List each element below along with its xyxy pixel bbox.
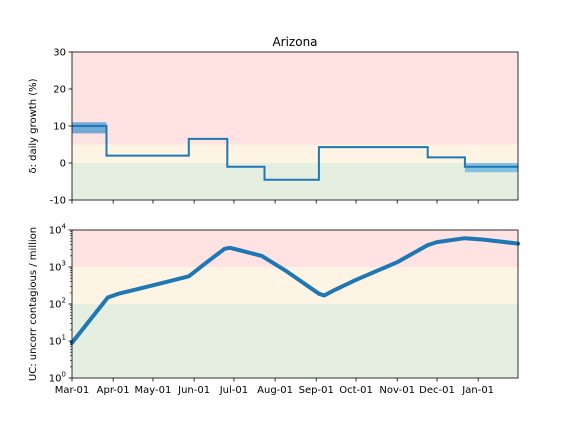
bottom-panel-zones — [72, 230, 518, 378]
top-y-tick-label: 20 — [53, 85, 66, 96]
x-tick-label: Sep-01 — [299, 385, 334, 396]
bottom-zone-0 — [72, 230, 518, 267]
top-x-axis — [71, 200, 479, 204]
bottom-y-tick-label: 100 — [49, 371, 66, 385]
top-y-axis: -10 0 10 20 30 — [50, 48, 72, 207]
x-tick-label: May-01 — [135, 385, 172, 396]
bottom-contagious-series — [70, 236, 520, 345]
top-y-tick-label: 0 — [60, 159, 66, 170]
x-tick-label: Jul-01 — [219, 385, 248, 396]
growth-step-line — [72, 125, 518, 181]
bottom-zone-1 — [72, 267, 518, 304]
bottom-x-axis: Mar-01 Apr-01 May-01 Jun-01 Jul-01 Aug-01 Sep-… — [55, 378, 494, 396]
x-tick-label: Apr-01 — [97, 385, 130, 396]
bottom-y-tick-label: 102 — [49, 297, 66, 311]
x-tick-label: Aug-01 — [257, 385, 293, 396]
top-y-tick-label: -10 — [50, 196, 66, 207]
bottom-y-tick-label: 103 — [49, 260, 66, 274]
x-tick-label: Jun-01 — [177, 385, 210, 396]
x-tick-label: Mar-01 — [55, 385, 90, 396]
bottom-y-tick-label: 101 — [49, 334, 66, 348]
bottom-y-axis-label: UC: uncorr contagious / million — [28, 227, 39, 381]
x-tick-label: Oct-01 — [339, 385, 373, 396]
chart-title: Arizona — [272, 35, 317, 49]
x-tick-label: Dec-01 — [419, 385, 455, 396]
top-zone-0 — [72, 52, 518, 145]
top-y-axis-label: δ: daily growth (%) — [28, 78, 39, 173]
bottom-y-axis: 100 101 102 103 104 — [49, 223, 72, 385]
contagious-line — [70, 236, 520, 345]
bottom-y-tick-label: 104 — [49, 223, 67, 237]
bottom-zone-2 — [72, 304, 518, 378]
uncertainty-band-0 — [72, 122, 107, 134]
top-y-tick-label: 30 — [53, 48, 66, 59]
top-panel-zones — [72, 52, 518, 200]
top-y-tick-label: 10 — [53, 122, 66, 133]
top-zone-1 — [72, 144, 518, 163]
top-growth-series — [72, 125, 518, 181]
x-tick-label: Nov-01 — [379, 385, 415, 396]
x-tick-label: Jan-01 — [461, 385, 494, 396]
top-zone-2 — [72, 163, 518, 200]
